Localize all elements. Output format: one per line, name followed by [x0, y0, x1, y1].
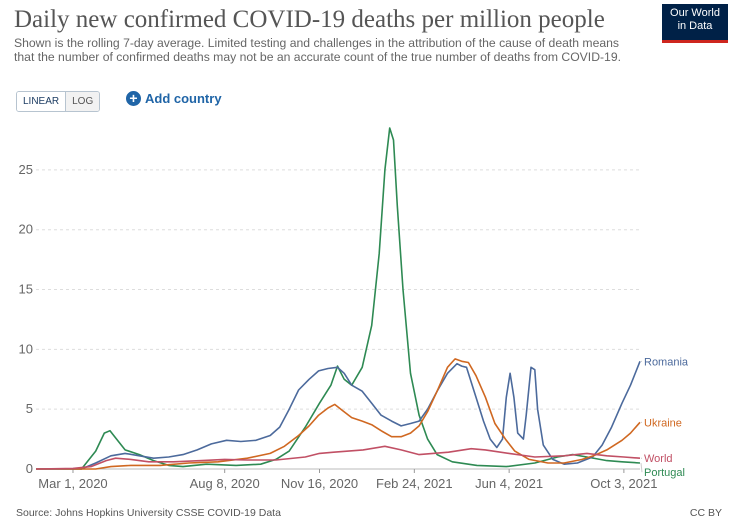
end-label-ukraine: Ukraine	[644, 417, 682, 429]
logo-line-1: Our World	[670, 7, 720, 19]
y-tick-label: 0	[26, 461, 33, 476]
scale-toggle: LINEAR LOG	[16, 91, 101, 112]
x-tick-label: Oct 3, 2021	[590, 476, 657, 491]
y-tick-label: 10	[19, 341, 33, 356]
add-country-label: Add country	[145, 91, 222, 106]
x-tick-label: Feb 24, 2021	[376, 476, 453, 491]
series-lines	[35, 127, 641, 470]
logo-line-2: in Data	[677, 20, 713, 32]
chart-header: Daily new confirmed COVID-19 deaths per …	[14, 6, 654, 64]
series-end-labels: Romania Ukraine World Portugal	[640, 356, 689, 479]
end-label-romania: Romania	[644, 356, 689, 368]
grid-lines	[36, 169, 640, 470]
x-tick-label: Jun 4, 2021	[475, 476, 543, 491]
y-tick-label: 25	[19, 162, 33, 177]
owid-logo[interactable]: Our World in Data	[662, 4, 728, 43]
end-label-world: World	[644, 453, 673, 465]
x-tick-label: Mar 1, 2020	[38, 476, 107, 491]
x-tick-label: Nov 16, 2020	[281, 476, 358, 491]
chart-footer: Source: Johns Hopkins University CSSE CO…	[16, 507, 722, 519]
license-link[interactable]: CC BY	[689, 507, 722, 519]
log-scale-button[interactable]: LOG	[66, 92, 100, 111]
chart-subtitle: Shown is the rolling 7-day average. Limi…	[14, 36, 621, 64]
series-line-world[interactable]	[35, 445, 641, 470]
y-tick-label: 15	[19, 282, 33, 297]
series-line-ukraine[interactable]	[36, 358, 641, 470]
end-label-leader	[640, 462, 643, 473]
x-tick-label: Aug 8, 2020	[190, 476, 260, 491]
plus-circle-icon: +	[126, 91, 141, 106]
source-note[interactable]: Source: Johns Hopkins University CSSE CO…	[16, 507, 281, 519]
chart-title: Daily new confirmed COVID-19 deaths per …	[14, 6, 605, 33]
x-axis-ticks: Mar 1, 2020 Aug 8, 2020 Nov 16, 2020 Feb 24…	[38, 469, 657, 491]
series-line-romania[interactable]	[36, 361, 641, 470]
y-axis-ticks: 0 5 10 15 20 25	[19, 162, 33, 476]
end-label-portugal: Portugal	[644, 467, 685, 479]
linear-scale-button[interactable]: LINEAR	[17, 92, 67, 111]
series-line-portugal[interactable]	[36, 127, 641, 470]
y-tick-label: 5	[26, 401, 33, 416]
add-country-button[interactable]: + Add country	[126, 91, 222, 106]
y-tick-label: 20	[19, 222, 33, 237]
